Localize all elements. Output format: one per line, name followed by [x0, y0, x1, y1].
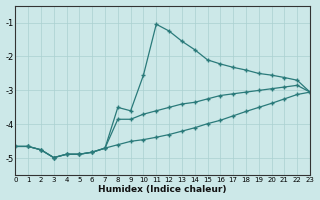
X-axis label: Humidex (Indice chaleur): Humidex (Indice chaleur) [99, 185, 227, 194]
